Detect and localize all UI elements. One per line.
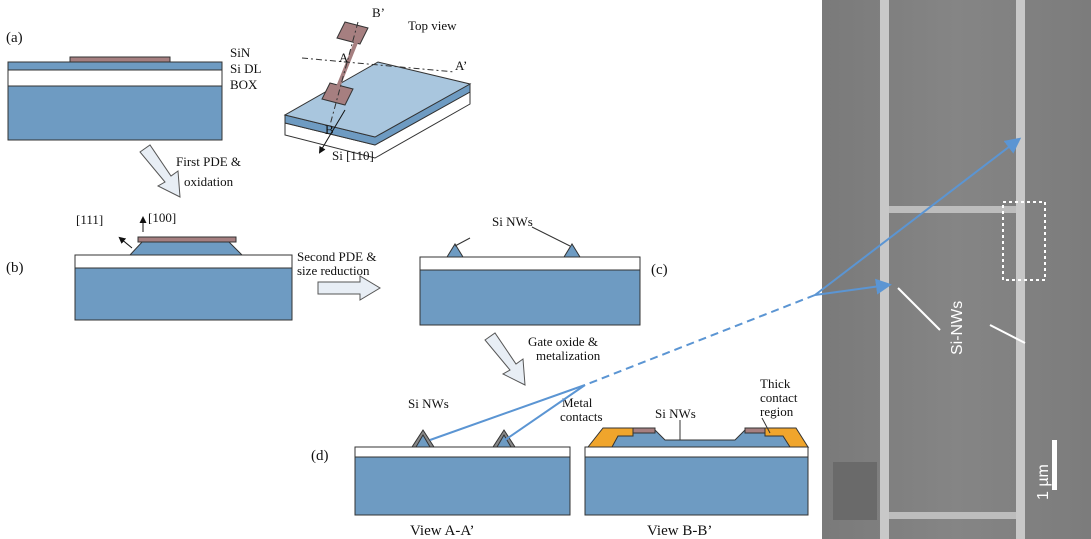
cut-label: B’ bbox=[372, 5, 385, 20]
substrate bbox=[354, 456, 571, 516]
pointer bbox=[531, 226, 571, 247]
top-view-title: Top view bbox=[408, 18, 457, 33]
nanowire-label: Si NWs bbox=[492, 214, 533, 229]
panel-label: (b) bbox=[6, 260, 24, 276]
sem-image: Si-NWs 1 µm bbox=[822, 0, 1091, 539]
zoom-box bbox=[1002, 201, 1046, 281]
step-label: size reduction bbox=[297, 263, 370, 278]
pad bbox=[321, 82, 354, 106]
panel-d-a: Si NWs (d) View A-A’ bbox=[311, 396, 571, 539]
contact-label: Metal bbox=[562, 395, 593, 410]
sin-layer bbox=[137, 236, 237, 243]
nanowire-edge bbox=[1016, 0, 1025, 539]
nanowire bbox=[496, 434, 512, 448]
step-label: Second PDE & bbox=[297, 249, 376, 264]
panel-c: Si NWs (c) bbox=[419, 214, 668, 326]
thick-label: region bbox=[760, 404, 794, 419]
facet-arrow bbox=[118, 236, 133, 249]
box-layer bbox=[74, 254, 293, 269]
sin-layer bbox=[744, 427, 766, 434]
step-label: First PDE & bbox=[176, 154, 241, 169]
process-arrow bbox=[484, 332, 526, 386]
cut-label: B bbox=[325, 122, 334, 137]
thick-label: Thick bbox=[760, 376, 791, 391]
layer-label: SiN bbox=[230, 45, 251, 60]
pointer bbox=[989, 324, 1026, 344]
direction-label: Si [110] bbox=[332, 148, 374, 163]
nanowire bbox=[415, 434, 431, 448]
facet-label: [111] bbox=[76, 212, 103, 227]
step-label: Gate oxide & bbox=[528, 334, 598, 349]
substrate bbox=[584, 456, 809, 516]
contact-label: contacts bbox=[560, 409, 603, 424]
step-label: oxidation bbox=[184, 174, 234, 189]
si-dl-layer bbox=[7, 61, 223, 71]
bar bbox=[889, 206, 1016, 213]
connector bbox=[584, 294, 816, 386]
direction-arrow bbox=[318, 109, 346, 154]
cut-label: A bbox=[339, 50, 349, 65]
facet-label: [100] bbox=[148, 210, 176, 225]
top-view: Top view A A’ B B’ Si [110] bbox=[283, 5, 472, 163]
panel-label: (c) bbox=[651, 262, 668, 278]
panel-b: (b) [111] [100] bbox=[6, 210, 293, 321]
view-caption: View A-A’ bbox=[410, 523, 475, 539]
substrate bbox=[74, 267, 293, 321]
metal-contact bbox=[586, 427, 634, 448]
panel-label: (a) bbox=[6, 30, 23, 46]
connector bbox=[814, 137, 1022, 296]
panel-a: (a) SiN Si DL BOX bbox=[6, 30, 261, 141]
pointer bbox=[761, 417, 771, 434]
cut-line bbox=[329, 21, 359, 126]
mesa bbox=[128, 240, 244, 256]
connector bbox=[429, 384, 586, 441]
box-layer bbox=[419, 256, 641, 271]
bar bbox=[889, 512, 1016, 519]
thick-label: contact bbox=[760, 390, 798, 405]
scale-bar bbox=[1052, 440, 1057, 490]
metal-contact bbox=[764, 427, 809, 448]
sin-layer bbox=[69, 56, 171, 63]
connector bbox=[504, 384, 586, 441]
box-layer bbox=[584, 446, 809, 458]
pointer bbox=[897, 287, 941, 331]
nanowire bbox=[563, 243, 581, 258]
step-label: metalization bbox=[536, 348, 601, 363]
nanowire bbox=[446, 243, 464, 258]
layer-label: Si DL bbox=[230, 61, 261, 76]
pointer bbox=[454, 237, 471, 247]
panel-label: (d) bbox=[311, 448, 329, 464]
pad bbox=[336, 21, 369, 45]
dark-patch bbox=[833, 462, 877, 520]
sem-background bbox=[822, 0, 1091, 539]
connector bbox=[814, 278, 892, 296]
process-arrow bbox=[139, 144, 181, 198]
nanowire-edge bbox=[880, 0, 889, 539]
cut-label: A’ bbox=[455, 58, 467, 73]
nanowire-label: Si NWs bbox=[655, 406, 696, 421]
substrate bbox=[7, 85, 223, 141]
layer-label: BOX bbox=[230, 77, 258, 92]
panel-d-b: Metal contacts Si NWs Thick contact regi… bbox=[560, 376, 810, 539]
sin-layer bbox=[632, 427, 656, 434]
cut-line bbox=[301, 57, 456, 73]
scale-label: 1 µm bbox=[1035, 464, 1052, 500]
wire bbox=[336, 39, 359, 88]
nanowire-label: Si NWs bbox=[408, 396, 449, 411]
slab-top bbox=[283, 61, 472, 138]
substrate bbox=[419, 269, 641, 326]
box-layer bbox=[7, 69, 223, 87]
process-arrow bbox=[317, 275, 381, 301]
sem-label: Si-NWs bbox=[949, 301, 966, 355]
view-caption: View B-B’ bbox=[647, 523, 712, 539]
box-layer bbox=[354, 446, 571, 458]
